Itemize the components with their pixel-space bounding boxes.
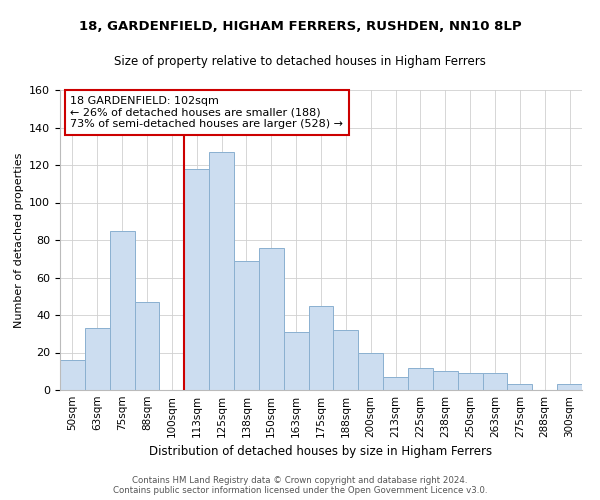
Text: Size of property relative to detached houses in Higham Ferrers: Size of property relative to detached ho… [114, 55, 486, 68]
Bar [209, 152, 234, 390]
Bar [184, 169, 209, 390]
X-axis label: Distribution of detached houses by size in Higham Ferrers: Distribution of detached houses by size … [149, 446, 493, 458]
Y-axis label: Number of detached properties: Number of detached properties [14, 152, 23, 328]
Bar [308, 306, 334, 390]
Bar [110, 230, 134, 390]
Bar [334, 330, 358, 390]
Text: Contains HM Land Registry data © Crown copyright and database right 2024.: Contains HM Land Registry data © Crown c… [132, 476, 468, 485]
Bar [408, 368, 433, 390]
Bar [458, 373, 482, 390]
Text: Contains public sector information licensed under the Open Government Licence v3: Contains public sector information licen… [113, 486, 487, 495]
Text: 18, GARDENFIELD, HIGHAM FERRERS, RUSHDEN, NN10 8LP: 18, GARDENFIELD, HIGHAM FERRERS, RUSHDEN… [79, 20, 521, 33]
Bar [433, 371, 458, 390]
Bar [60, 360, 85, 390]
Bar [234, 260, 259, 390]
Bar [383, 377, 408, 390]
Bar [259, 248, 284, 390]
Bar [508, 384, 532, 390]
Bar [358, 352, 383, 390]
Bar [557, 384, 582, 390]
Bar [284, 332, 308, 390]
Bar [134, 302, 160, 390]
Text: 18 GARDENFIELD: 102sqm
← 26% of detached houses are smaller (188)
73% of semi-de: 18 GARDENFIELD: 102sqm ← 26% of detached… [70, 96, 343, 129]
Bar [85, 328, 110, 390]
Bar [482, 373, 508, 390]
